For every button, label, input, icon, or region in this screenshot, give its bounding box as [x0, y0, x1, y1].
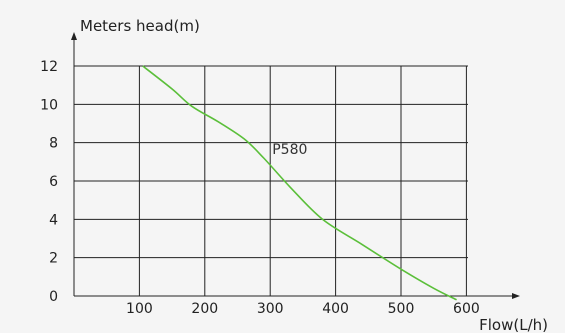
y-tick-label-2: 2 [49, 251, 58, 267]
y-tick-label-8: 8 [49, 136, 58, 152]
x-tick-label-400: 400 [322, 301, 349, 317]
x-axis-title: Flow(L/h) [479, 316, 548, 333]
x-tick-label-300: 300 [257, 301, 284, 317]
y-tick-label-4: 4 [49, 212, 58, 228]
x-axis-arrow [512, 293, 520, 299]
y-tick-label-0: 0 [49, 289, 58, 305]
axes [71, 32, 520, 299]
series-label-p580: P580 [272, 142, 307, 158]
x-tick-label-200: 200 [191, 301, 218, 317]
series-lines [142, 65, 457, 301]
x-tick-label-500: 500 [388, 301, 415, 317]
grid-lines [74, 65, 468, 296]
y-tick-label-10: 10 [40, 97, 58, 113]
y-tick-label-6: 6 [49, 174, 58, 190]
x-tick-label-100: 100 [126, 301, 153, 317]
y-tick-label-12: 12 [40, 59, 58, 75]
y-axis-arrow [71, 32, 77, 40]
y-axis-title: Meters head(m) [80, 17, 200, 35]
tick-labels: 0 2 4 6 8 10 12 100 200 300 400 500 600 [40, 59, 480, 317]
x-tick-label-600: 600 [453, 301, 480, 317]
series-line-p580 [142, 65, 457, 301]
